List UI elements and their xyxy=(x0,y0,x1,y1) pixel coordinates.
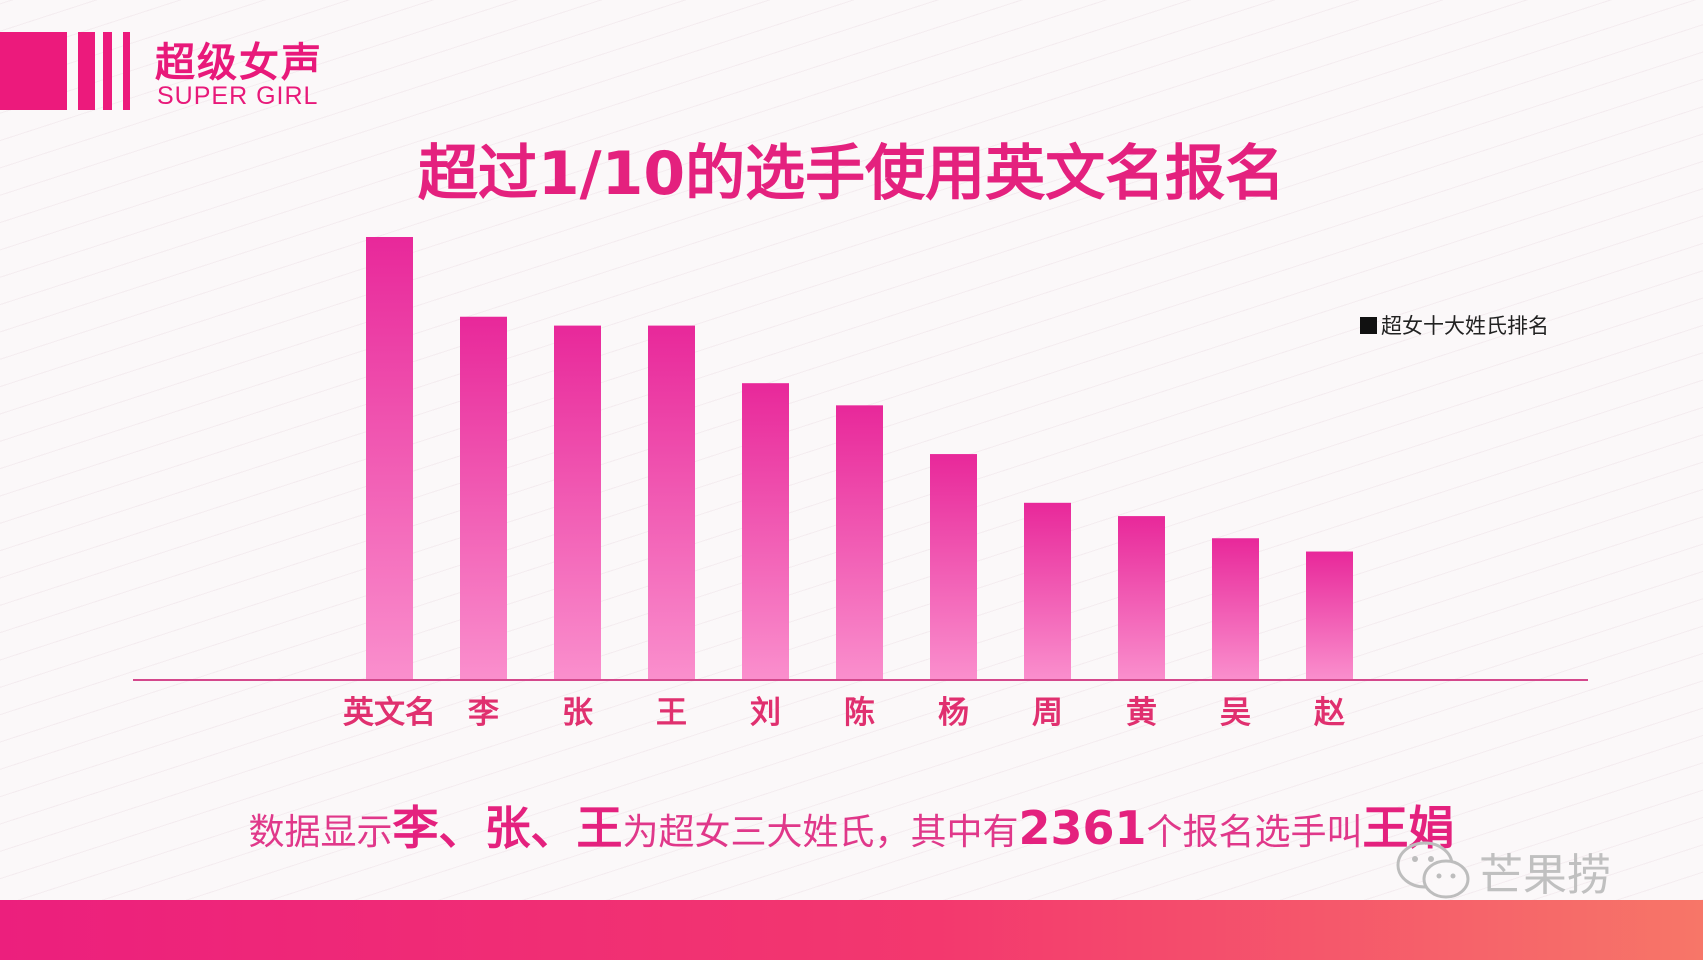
watermark-text: 芒果捞 xyxy=(1479,850,1611,901)
legend-label: 超女十大姓氏排名 xyxy=(1381,314,1549,338)
bar-3 xyxy=(648,325,695,680)
bar-8 xyxy=(1118,516,1165,680)
bar-4 xyxy=(742,383,789,680)
logo-bar-2 xyxy=(103,32,112,110)
tick-label-10: 赵 xyxy=(1313,695,1345,731)
bar-5 xyxy=(836,405,883,680)
brand-name-en: SUPER GIRL xyxy=(157,82,319,110)
tick-label-1: 李 xyxy=(468,695,499,731)
tick-label-6: 杨 xyxy=(938,695,969,731)
bar-0 xyxy=(366,237,413,680)
tick-label-7: 周 xyxy=(1032,695,1063,731)
logo-bar-3 xyxy=(123,32,130,110)
caption-part: 数据显示 xyxy=(248,812,393,853)
tick-label-9: 吴 xyxy=(1220,695,1251,731)
bar-9 xyxy=(1212,538,1259,680)
tick-label-4: 刘 xyxy=(750,695,781,731)
caption-part: 为超女三大姓氏，其中有 xyxy=(622,812,1019,853)
tick-label-2: 张 xyxy=(562,695,593,731)
tick-label-5: 陈 xyxy=(844,695,875,731)
caption: 数据显示李、张、王为超女三大姓氏，其中有2361个报名选手叫王娟 xyxy=(0,792,1703,858)
watermark: 芒果捞 xyxy=(1395,838,1611,904)
bar-7 xyxy=(1024,502,1071,680)
chart-legend: 超女十大姓氏排名 xyxy=(1360,310,1549,340)
tick-label-0: 英文名 xyxy=(343,695,436,731)
tick-label-3: 王 xyxy=(656,695,687,731)
caption-highlight: 2361 xyxy=(1018,801,1147,855)
bar-10 xyxy=(1306,551,1353,680)
bar-6 xyxy=(930,454,977,680)
bar-chart: 英文名李 张 王 刘 陈 杨 周 黄 吴 赵 xyxy=(133,237,1588,731)
brand-name-cn: 超级女声 xyxy=(155,40,323,86)
logo-bar-wide xyxy=(0,32,67,110)
caption-highlight: 李、张、王 xyxy=(392,801,623,855)
legend-swatch xyxy=(1360,316,1377,334)
bar-1 xyxy=(460,316,507,680)
page-title: 超过1/10的选手使用英文名报名 xyxy=(417,139,1286,209)
logo-bar-1 xyxy=(78,32,95,110)
wechat-icon xyxy=(1396,841,1470,899)
bar-2 xyxy=(554,325,601,680)
tick-label-8: 黄 xyxy=(1126,695,1157,731)
caption-part: 个报名选手叫 xyxy=(1146,812,1363,853)
footer-bar xyxy=(0,900,1703,960)
